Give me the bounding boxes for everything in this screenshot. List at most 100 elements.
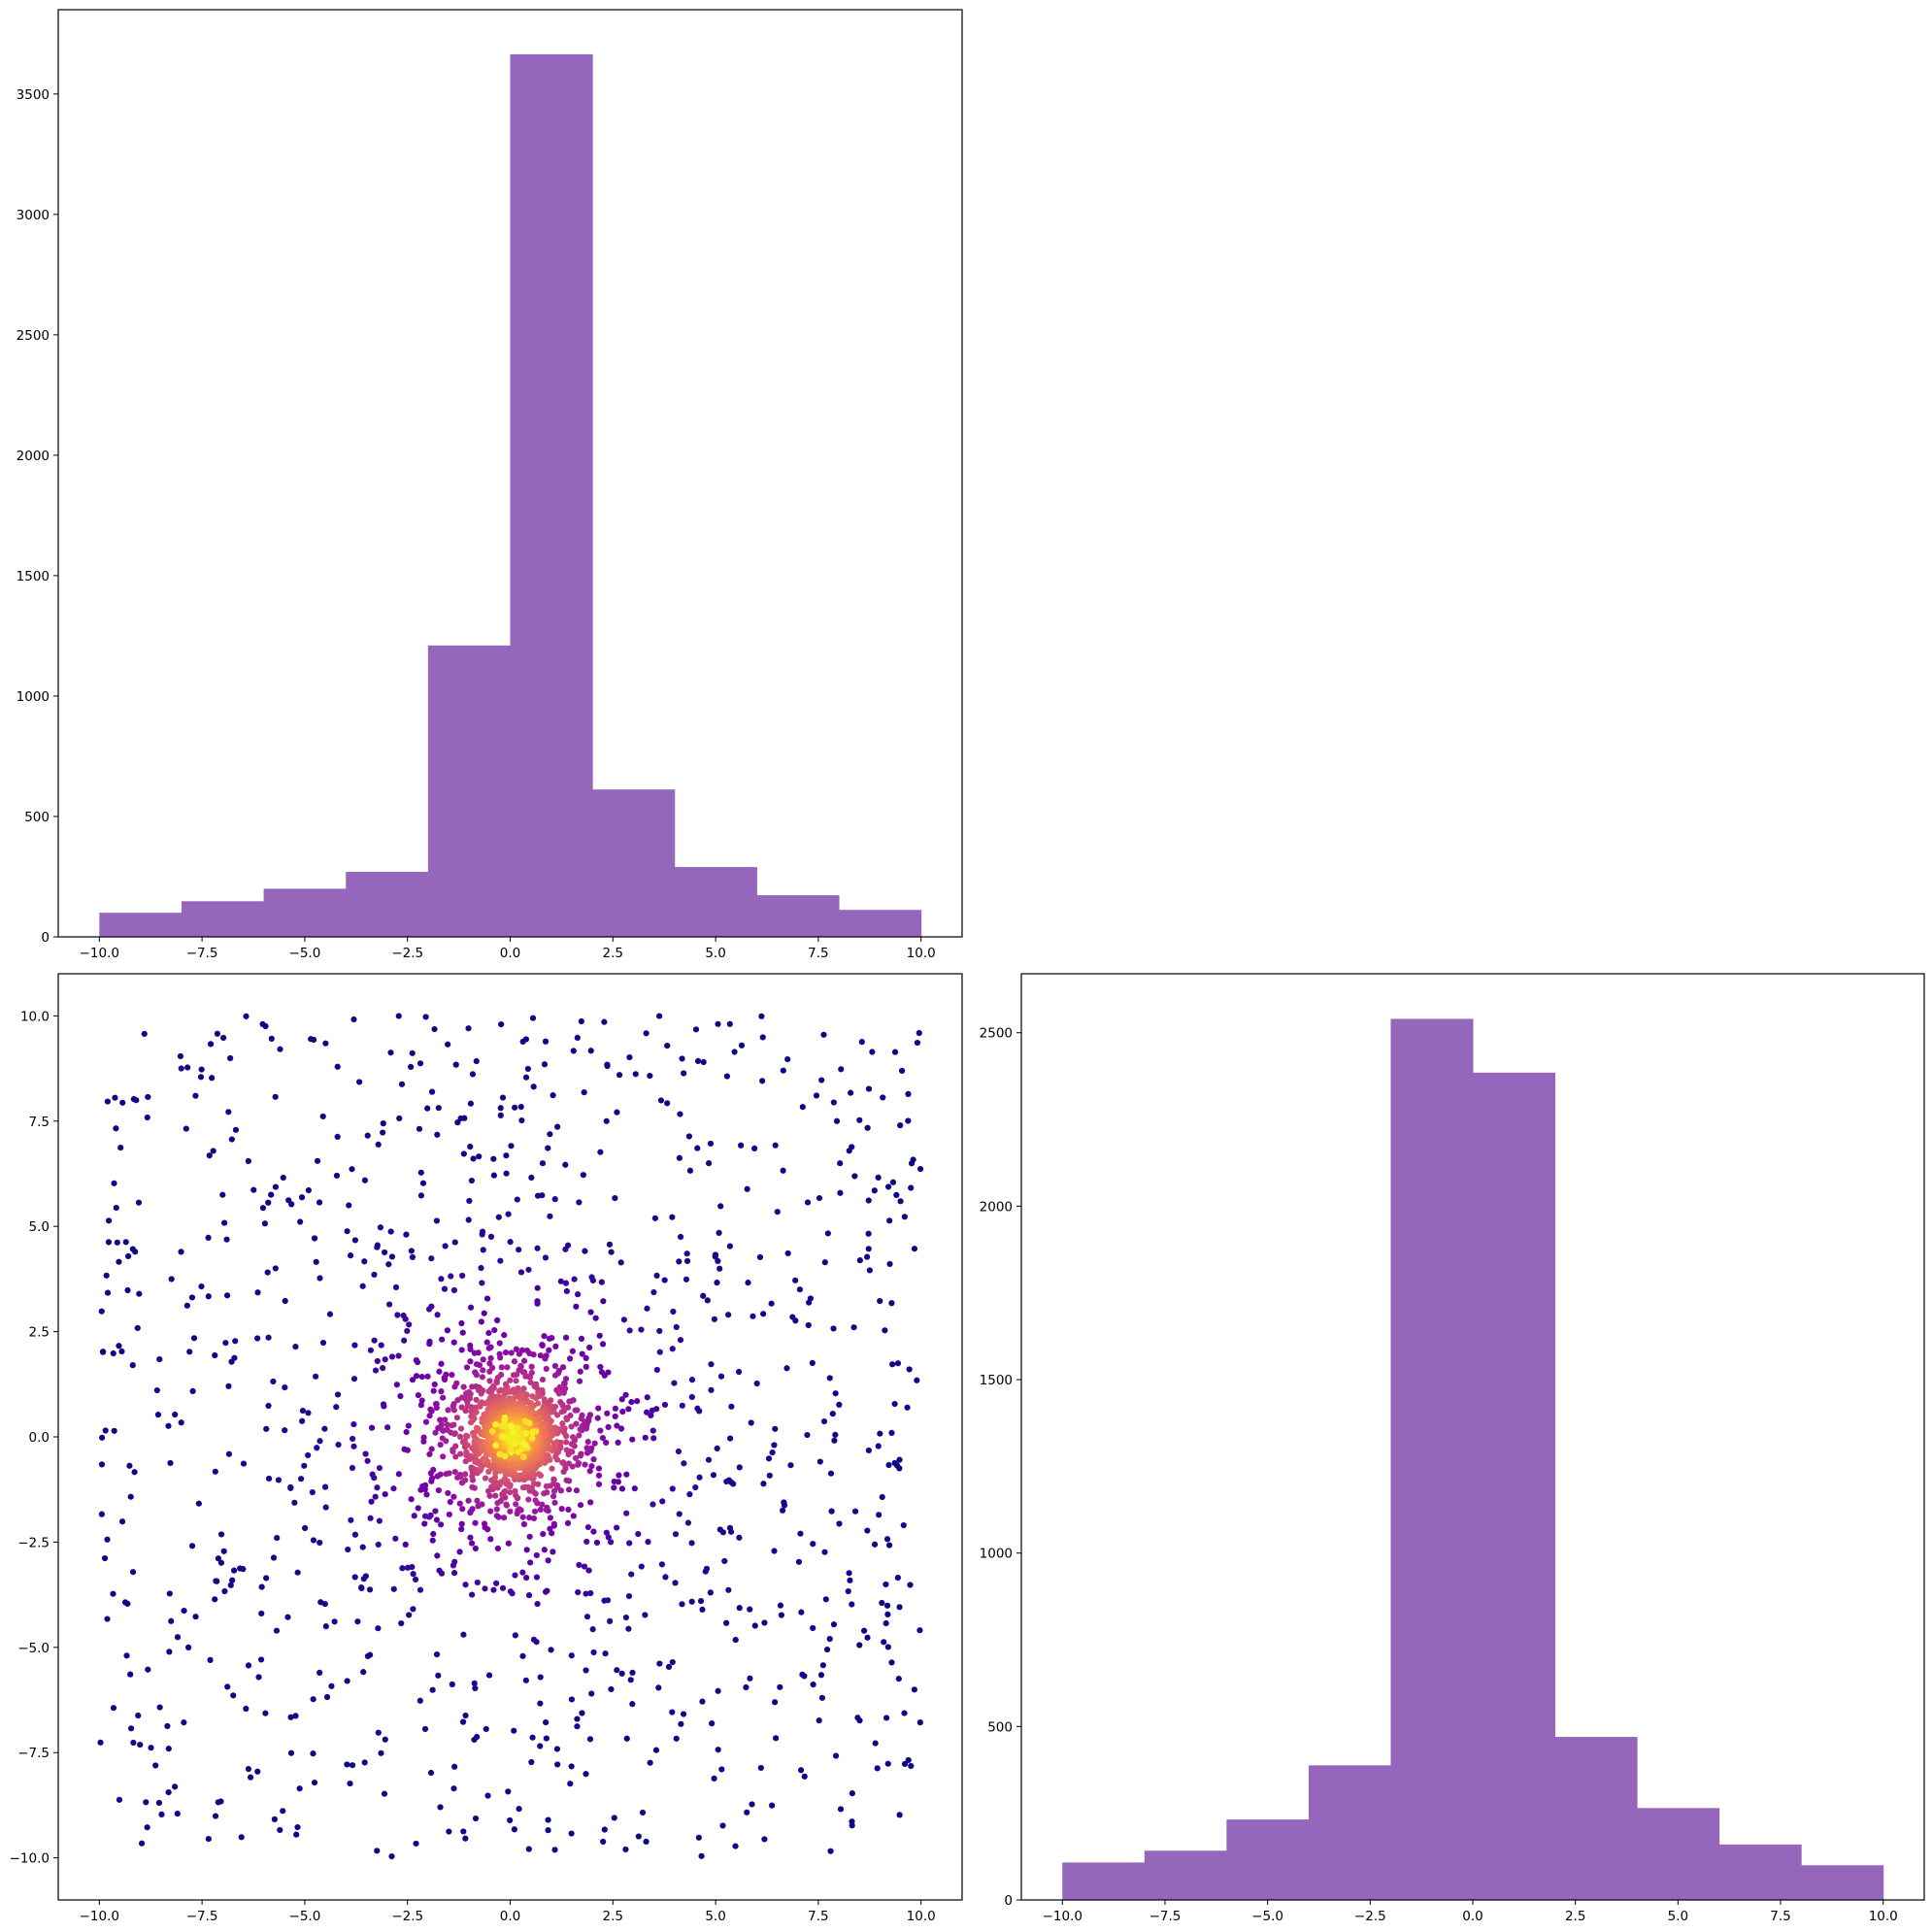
scatter-point [479,1231,485,1238]
scatter-point [565,1460,572,1467]
scatter-point [367,1347,375,1353]
scatter-point [819,1662,826,1669]
histogram-bar [181,901,265,937]
scatter-point [458,1319,465,1327]
scatter-point [679,1402,685,1409]
scatter-point [595,1472,603,1479]
scatter-point [581,1563,588,1570]
scatter-point [676,1511,683,1517]
scatter-point [860,1627,868,1634]
scatter-point [497,1354,504,1361]
scatter-point [435,1486,442,1494]
scatter-point [127,1725,135,1732]
scatter-point [531,1508,539,1515]
scatter-point [711,1775,717,1782]
scatter-point [145,1093,151,1101]
scatter-point [450,1421,457,1428]
scatter-point [426,1450,433,1458]
scatter-point [366,1586,374,1593]
scatter-point [838,1066,845,1073]
scatter-point [435,1672,442,1679]
scatter-point [438,1388,445,1395]
scatter-point [889,1179,897,1185]
scatter-point [883,1602,891,1609]
scatter-point [528,1363,535,1370]
scatter-point [826,1635,833,1643]
scatter-point [813,1092,820,1099]
scatter-point [413,1840,419,1848]
scatter-point [677,1111,683,1117]
scatter-point [828,1508,835,1515]
scatter-point [135,1199,143,1206]
scatter-point [877,1297,883,1305]
scatter-point [766,1472,773,1479]
scatter-point [829,1411,836,1417]
scatter-point [451,1763,458,1770]
scatter-point [130,1739,137,1747]
scatter-point [450,1407,457,1414]
scatter-point [422,1418,430,1425]
histogram-bar [510,53,593,938]
scatter-point [513,1346,519,1352]
x-tick-label: 0.0 [1462,1909,1482,1924]
scatter-point [168,1276,175,1282]
scatter-point [190,1335,198,1342]
scatter-point [532,1427,540,1435]
scatter-point [847,1577,853,1583]
scatter-point [821,1549,828,1555]
scatter-point [503,1170,510,1177]
scatter-point [573,1303,580,1310]
scatter-point [585,1567,592,1574]
scatter-point [372,1493,379,1500]
scatter-point [492,1492,499,1499]
scatter-point [345,1546,351,1553]
scatter-point [375,1541,382,1549]
scatter-point [381,1403,387,1410]
scatter-point [198,1066,205,1073]
scatter-point [206,1152,213,1159]
scatter-point [156,1704,163,1711]
x-tick-label: −10.0 [80,1909,119,1924]
scatter-point [583,1771,589,1778]
histogram-bottom-right: −10.0 −7.5 −5.0 −2.5 0.0 2.5 5.0 7.5 10.0 0 500 100… [980,973,1925,1924]
scatter-point [797,1530,804,1537]
scatter-point [313,1373,319,1380]
x-tick-label: 2.5 [603,1909,623,1924]
scatter-point [473,1057,480,1065]
scatter-point [550,1520,557,1527]
scatter-point [583,1449,591,1456]
scatter-point [409,1049,416,1056]
scatter-point [287,1749,295,1756]
scatter-point [723,1073,731,1080]
scatter-point [559,1420,566,1427]
scatter-point [420,1434,427,1441]
scatter-point [427,1769,435,1777]
scatter-point [512,1572,518,1579]
scatter-point [178,1249,184,1255]
scatter-point [707,1140,715,1148]
scatter-point [98,1461,106,1468]
scatter-point [448,1273,454,1280]
scatter-point [326,1311,334,1317]
scatter-point [732,1843,739,1849]
scatter-point [587,1589,594,1597]
y-tick-label: 500 [987,1719,1013,1735]
scatter-point [402,1316,409,1322]
scatter-point [483,1725,489,1733]
scatter-point [530,1351,537,1358]
scatter-point [411,1513,417,1519]
axes-frame [57,9,963,938]
scatter-point [154,1412,162,1418]
scatter-point [468,1177,476,1184]
scatter-point [816,1458,823,1465]
scatter-point [885,1183,892,1190]
scatter-point [579,1350,585,1357]
scatter-point [503,1152,510,1159]
scatter-point [421,1725,429,1733]
scatter-point [550,1092,556,1099]
scatter-point [866,1267,873,1274]
scatter-point [232,1126,240,1133]
scatter-point [851,1508,859,1515]
scatter-point [98,1511,105,1517]
x-tick-label: −5.0 [1251,1909,1283,1924]
